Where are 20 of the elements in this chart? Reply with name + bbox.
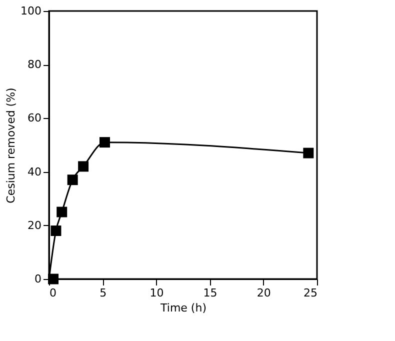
x-tick-label: 15 xyxy=(203,286,218,300)
x-axis-title: Time (h) xyxy=(160,302,206,314)
x-tick-label: 10 xyxy=(150,286,164,300)
point xyxy=(100,137,110,148)
y-axis-title: Cesium removed (%) xyxy=(4,88,18,204)
y-tick-label: 80 xyxy=(28,58,42,72)
point xyxy=(56,206,68,218)
point xyxy=(78,161,89,172)
y-tick-label: 20 xyxy=(28,218,42,232)
x-tick-label: 20 xyxy=(256,286,271,300)
y-tick-label: 60 xyxy=(28,112,42,125)
y-tick-label: 100 xyxy=(20,4,42,18)
y-tick-label: 0 xyxy=(34,272,42,286)
x-tick-label: 5 xyxy=(100,286,107,300)
point xyxy=(67,174,78,186)
point xyxy=(50,226,62,236)
x-tick-label: 0 xyxy=(50,286,56,300)
point xyxy=(303,148,314,158)
y-tick-label: 40 xyxy=(28,165,42,178)
x-tick-label: 25 xyxy=(304,286,318,300)
